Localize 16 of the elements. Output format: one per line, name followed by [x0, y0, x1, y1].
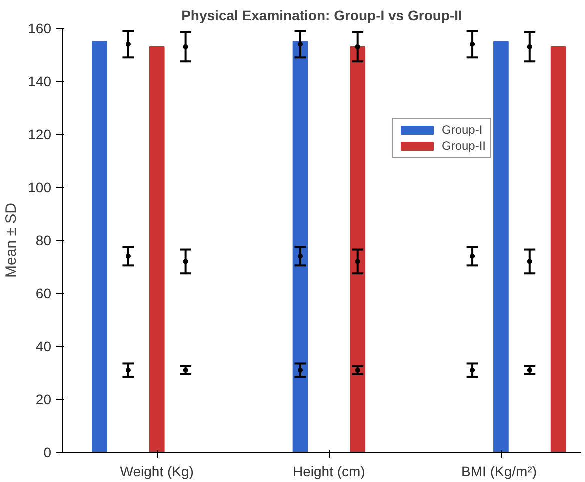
y-tick-label: 60: [36, 286, 52, 302]
x-tick-label: Weight (Kg): [120, 464, 194, 480]
x-tick-label: BMI (Kg/m²): [462, 464, 537, 480]
y-tick-label: 80: [36, 232, 52, 248]
legend-label: Group-I: [442, 123, 483, 137]
y-tick-label: 120: [28, 126, 52, 142]
x-tick-label: Height (cm): [292, 464, 366, 480]
chart-title: Physical Examination: Group-I vs Group-II: [182, 8, 462, 24]
y-tick-label: 20: [36, 392, 52, 408]
y-axis-title: Mean ± SD: [3, 202, 20, 278]
y-tick-label: 160: [28, 20, 52, 36]
legend-label: Group-II: [442, 139, 486, 153]
y-tick-label: 100: [28, 180, 52, 196]
y-tick-label: 0: [44, 444, 52, 460]
y-tick-label: 140: [28, 74, 52, 90]
y-tick-label: 40: [36, 338, 52, 354]
